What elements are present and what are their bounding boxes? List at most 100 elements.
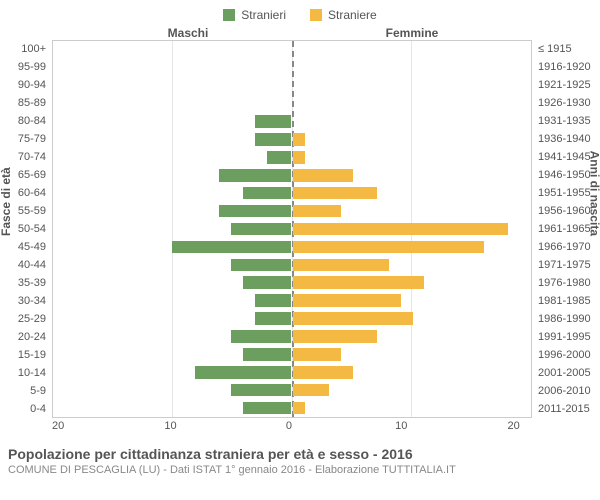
birth-label: 2011-2015 — [532, 400, 592, 418]
bar-row — [52, 184, 532, 202]
birth-label: 1996-2000 — [532, 346, 592, 364]
bar-row — [52, 238, 532, 256]
x-tick: 20 — [52, 420, 64, 432]
bar-female — [293, 402, 305, 415]
age-label: 0-4 — [8, 400, 52, 418]
bar-row — [52, 202, 532, 220]
plot — [52, 40, 532, 418]
bar-male — [231, 259, 291, 272]
birth-label: ≤ 1915 — [532, 40, 592, 58]
age-label: 55-59 — [8, 202, 52, 220]
bar-female — [293, 330, 377, 343]
birth-label: 1931-1935 — [532, 112, 592, 130]
bar-row — [52, 345, 532, 363]
bar-female — [293, 205, 341, 218]
bar-female — [293, 294, 401, 307]
top-label-right: Femmine — [300, 26, 592, 40]
age-label: 20-24 — [8, 328, 52, 346]
bar-male — [231, 330, 291, 343]
bar-male — [219, 205, 291, 218]
age-label: 100+ — [8, 40, 52, 58]
birth-label: 2006-2010 — [532, 382, 592, 400]
bar-row — [52, 220, 532, 238]
bar-male — [255, 133, 291, 146]
bar-female — [293, 133, 305, 146]
bar-row — [52, 381, 532, 399]
birth-label: 1986-1990 — [532, 310, 592, 328]
legend: Stranieri Straniere — [8, 8, 592, 22]
bar-female — [293, 241, 484, 254]
birth-label: 1936-1940 — [532, 130, 592, 148]
birth-label: 1951-1955 — [532, 184, 592, 202]
bar-row — [52, 166, 532, 184]
legend-item-female: Straniere — [310, 8, 377, 22]
bar-female — [293, 366, 353, 379]
footer-title: Popolazione per cittadinanza straniera p… — [8, 446, 592, 462]
age-label: 80-84 — [8, 112, 52, 130]
chart-area: 100+95-9990-9485-8980-8475-7970-7465-696… — [8, 40, 592, 418]
bar-male — [219, 169, 291, 182]
age-label: 90-94 — [8, 76, 52, 94]
birth-label: 1956-1960 — [532, 202, 592, 220]
birth-label: 1921-1925 — [532, 76, 592, 94]
bar-row — [52, 59, 532, 77]
bar-female — [293, 384, 329, 397]
bar-female — [293, 312, 413, 325]
age-label: 70-74 — [8, 148, 52, 166]
bar-row — [52, 274, 532, 292]
bar-row — [52, 310, 532, 328]
age-label: 15-19 — [8, 346, 52, 364]
age-label: 25-29 — [8, 310, 52, 328]
bar-female — [293, 223, 508, 236]
bar-male — [172, 241, 292, 254]
bar-male — [255, 312, 291, 325]
bar-male — [243, 276, 291, 289]
bar-male — [255, 115, 291, 128]
x-tick: 0 — [286, 420, 292, 432]
bar-female — [293, 169, 353, 182]
x-tick: 10 — [395, 420, 407, 432]
legend-swatch-male — [223, 9, 235, 21]
age-label: 75-79 — [8, 130, 52, 148]
footer-subtitle: COMUNE DI PESCAGLIA (LU) - Dati ISTAT 1°… — [8, 464, 592, 476]
bar-male — [255, 294, 291, 307]
age-label: 60-64 — [8, 184, 52, 202]
bar-row — [52, 95, 532, 113]
x-tick: 20 — [508, 420, 520, 432]
bar-male — [243, 348, 291, 361]
bar-row — [52, 399, 532, 417]
age-label: 10-14 — [8, 364, 52, 382]
age-label: 65-69 — [8, 166, 52, 184]
birth-label: 1976-1980 — [532, 274, 592, 292]
birth-label: 1916-1920 — [532, 58, 592, 76]
bar-female — [293, 151, 305, 164]
bar-row — [52, 292, 532, 310]
age-label: 45-49 — [8, 238, 52, 256]
bar-male — [195, 366, 291, 379]
footer: Popolazione per cittadinanza straniera p… — [8, 446, 592, 476]
age-label: 95-99 — [8, 58, 52, 76]
birth-label: 1966-1970 — [532, 238, 592, 256]
y-labels-right: ≤ 19151916-19201921-19251926-19301931-19… — [532, 40, 592, 418]
birth-label: 1946-1950 — [532, 166, 592, 184]
legend-item-male: Stranieri — [223, 8, 286, 22]
bar-female — [293, 187, 377, 200]
legend-swatch-female — [310, 9, 322, 21]
age-label: 5-9 — [8, 382, 52, 400]
bar-male — [243, 187, 291, 200]
top-label-left: Maschi — [8, 26, 300, 40]
birth-label: 1961-1965 — [532, 220, 592, 238]
bar-female — [293, 259, 389, 272]
legend-label-male: Stranieri — [241, 8, 286, 22]
bar-male — [231, 223, 291, 236]
chart-container: Stranieri Straniere Maschi Femmine Fasce… — [0, 0, 600, 500]
age-label: 40-44 — [8, 256, 52, 274]
x-axis: 201001020 — [52, 420, 532, 432]
birth-label: 1941-1945 — [532, 148, 592, 166]
birth-label: 1971-1975 — [532, 256, 592, 274]
bar-male — [243, 402, 291, 415]
bar-row — [52, 148, 532, 166]
birth-label: 1926-1930 — [532, 94, 592, 112]
bar-row — [52, 256, 532, 274]
birth-label: 2001-2005 — [532, 364, 592, 382]
